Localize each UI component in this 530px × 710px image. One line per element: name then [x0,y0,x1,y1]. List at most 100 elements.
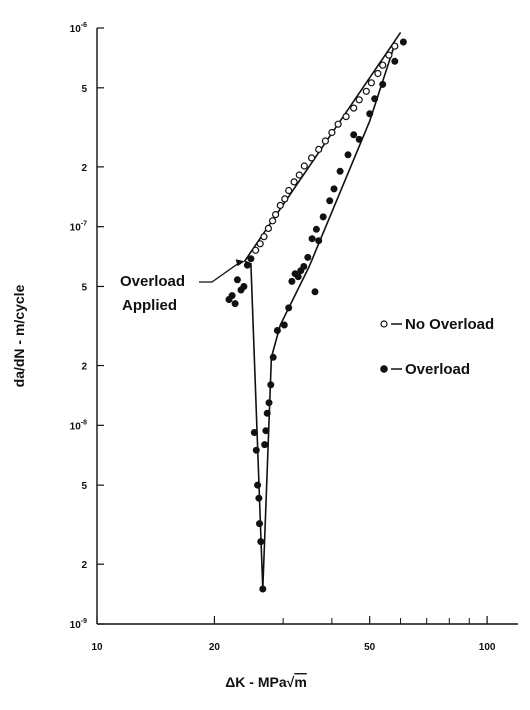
fit-lines [243,31,402,590]
y-axis-title: da/dN - m/cycle [11,284,27,387]
point-overload [371,95,379,103]
point-no-overload [290,178,298,186]
point-overload [300,262,308,270]
legend-marker [380,320,388,328]
point-overload [255,494,263,502]
point-overload [247,255,255,263]
legend: No Overload Overload [380,316,494,378]
y-tick-label: 10-9 [70,618,87,631]
point-overload [280,321,288,329]
point-no-overload [272,211,280,219]
point-overload [265,399,273,407]
point-no-overload [374,69,382,78]
y-tick-label: 10-7 [70,221,87,234]
point-no-overload [260,233,268,241]
x-tick-label: 10 [91,642,103,653]
x-axis-title: ΔK - MPa√m [225,674,307,690]
point-no-overload [334,120,342,128]
point-no-overload [367,79,375,87]
point-overload [304,253,312,261]
annotation-arrowhead [235,259,245,267]
point-no-overload [256,240,264,248]
x-tick-label: 100 [479,642,496,653]
point-overload [273,326,281,334]
point-overload [250,428,258,436]
point-no-overload [342,112,350,121]
point-overload [312,225,320,233]
y-tick-label: 2 [81,362,87,373]
point-overload [243,261,251,269]
point-overload [263,409,271,417]
y-tick-label: 5 [81,84,87,95]
ticks: 10-9 2 5 10-8 2 5 10-7 2 5 10-6 10 20 50 100 [70,22,496,653]
annotation-line-1: Overload [120,273,185,290]
point-no-overload [379,61,387,69]
point-no-overload [315,145,323,153]
point-no-overload [391,42,399,50]
y-tick-label: 10-8 [70,419,87,432]
point-overload [399,38,407,46]
point-no-overload [276,201,284,209]
point-overload [269,353,277,361]
point-no-overload [350,104,358,112]
x-tick-label: 50 [364,642,376,653]
point-overload [330,185,338,193]
y-tick-label: 2 [81,560,87,571]
point-no-overload [362,87,370,95]
y-tick-label: 5 [81,481,87,492]
point-overload [259,585,267,593]
point-overload [294,273,302,281]
point-no-overload [252,246,260,254]
y-tick-label: 2 [81,163,87,174]
legend-label: Overload [405,361,470,378]
point-no-overload [300,162,308,170]
point-overload [233,276,241,284]
point-overload [267,381,275,389]
annotation: Overload Applied [120,259,245,314]
point-overload [336,167,344,175]
y-tick-label: 10-6 [70,22,87,35]
point-no-overload [308,154,316,162]
point-overload [344,151,352,159]
point-no-overload [285,186,293,195]
point-overload [285,304,293,312]
legend-label: No Overload [405,316,494,333]
point-no-overload [385,51,393,59]
point-overload [254,481,262,489]
point-no-overload [328,128,336,137]
point-overload [228,292,236,300]
point-overload [288,277,296,285]
annotation-arrow-line [199,262,239,283]
data-points [225,38,407,593]
point-no-overload [355,96,363,104]
legend-marker [380,365,388,373]
point-no-overload [321,137,329,145]
point-no-overload [295,171,303,179]
point-overload [315,237,323,245]
point-overload [350,131,358,139]
axis-labels: da/dN - m/cycle ΔK - MPa√m [11,284,307,690]
point-overload [326,197,334,205]
point-overload [231,300,239,308]
point-overload [257,538,265,546]
annotation-line-2: Applied [122,297,177,314]
point-overload [319,213,327,221]
point-overload [308,235,316,243]
fit-line-overload [244,43,396,590]
point-overload [261,441,269,449]
axes [96,28,518,625]
point-no-overload [269,217,277,225]
point-overload [391,57,399,65]
point-overload [255,520,263,528]
point-overload [311,288,319,296]
point-overload [240,282,248,290]
point-overload [379,80,387,88]
y-tick-label: 5 [81,282,87,293]
point-overload [262,427,270,435]
point-no-overload [264,224,272,232]
point-overload [355,135,363,143]
point-no-overload [281,195,289,203]
x-tick-label: 20 [209,642,221,653]
point-overload [252,446,260,454]
